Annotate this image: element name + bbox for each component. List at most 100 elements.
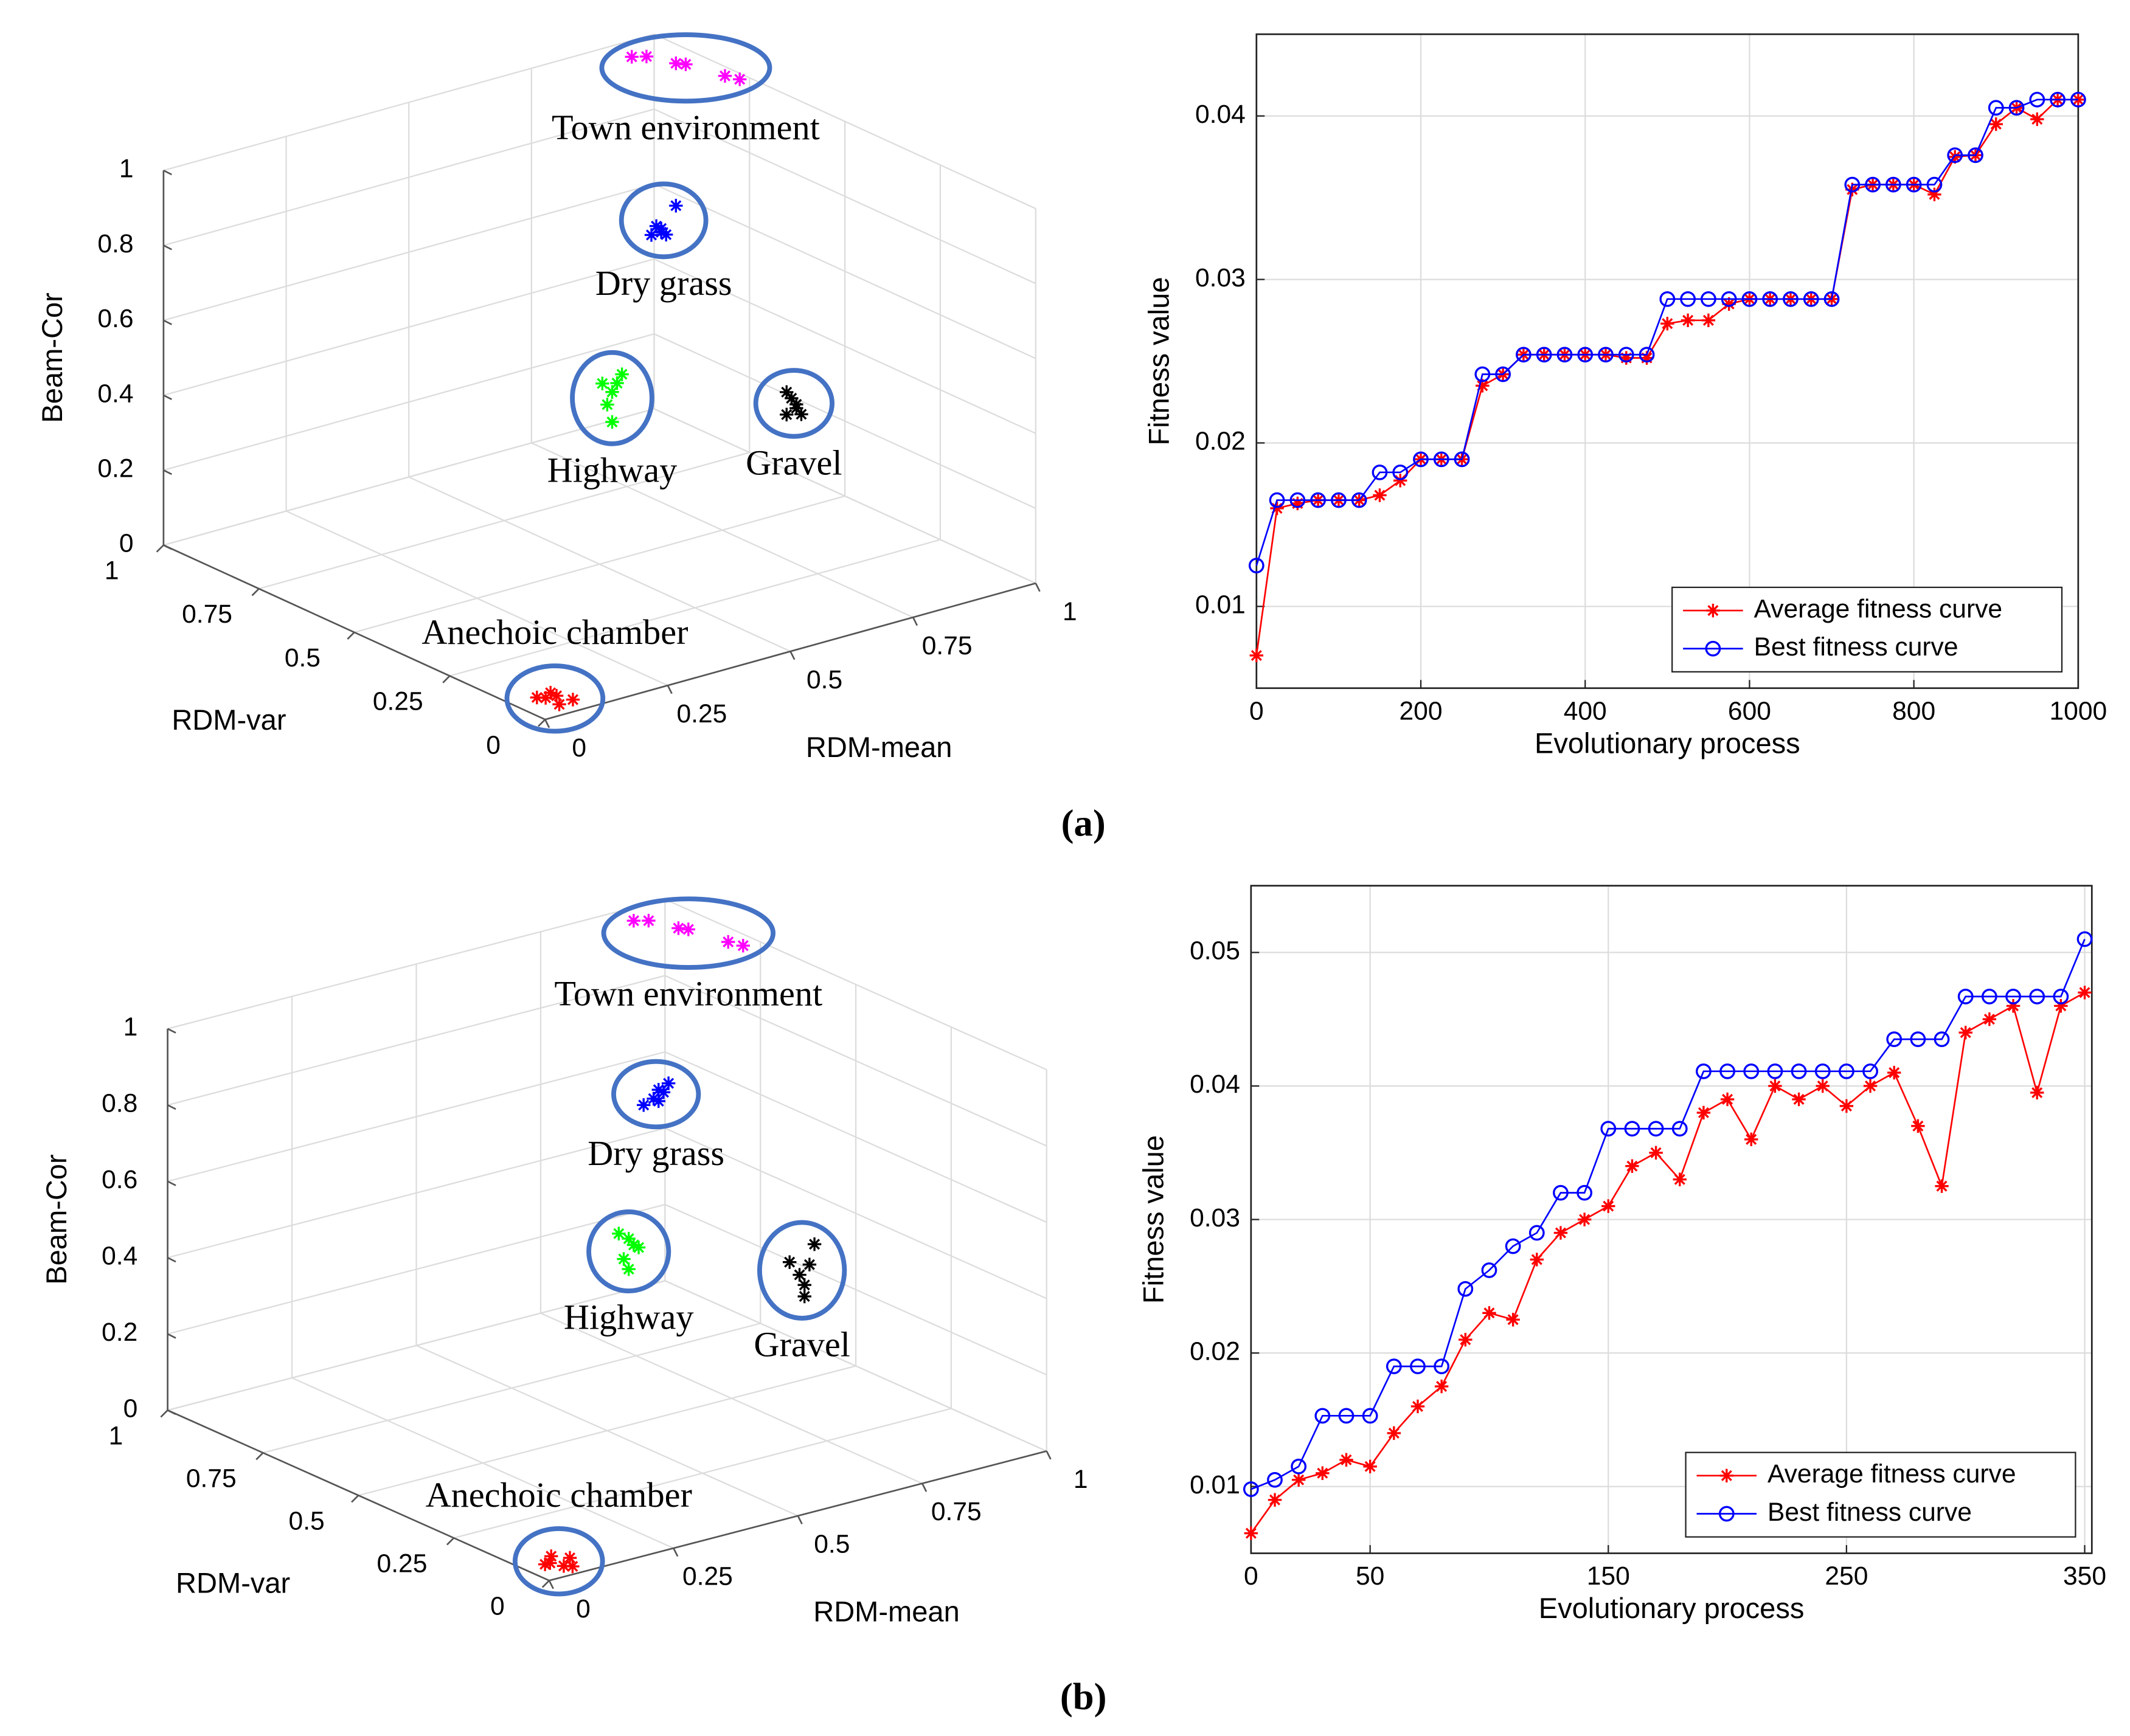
- marker: [1516, 347, 1532, 363]
- y-tick-label: 0.02: [1190, 1337, 1240, 1366]
- y-tick-label: 0.04: [1190, 1070, 1240, 1099]
- cluster-outline: [601, 896, 775, 970]
- marker: [1291, 496, 1305, 511]
- point: [625, 50, 639, 64]
- x-tick-label: 250: [1825, 1561, 1868, 1591]
- marker: [1768, 1079, 1782, 1093]
- cluster-outline: [570, 350, 654, 446]
- x-tick-label: 0.75: [922, 631, 973, 660]
- cluster-label: Gravel: [754, 1325, 850, 1364]
- legend-label: Best fitness curve: [1767, 1498, 1972, 1527]
- y-tick-label: 0.04: [1195, 100, 1246, 129]
- tick-mark: [1035, 583, 1041, 592]
- y-axis-label: Fitness value: [1142, 277, 1174, 445]
- tick-mark: [251, 588, 260, 597]
- grid-line: [664, 1127, 1047, 1299]
- point: [637, 1098, 651, 1112]
- marker: [1927, 187, 1941, 201]
- marker: [1601, 1199, 1615, 1213]
- tick-mark: [789, 651, 796, 660]
- marker: [1911, 1119, 1925, 1133]
- tick-mark: [446, 1537, 455, 1546]
- marker: [2070, 91, 2086, 108]
- y-tick-label: 0.25: [373, 687, 423, 716]
- marker: [1767, 1063, 1783, 1079]
- legend-box: [1671, 586, 2063, 673]
- marker: [1577, 347, 1594, 363]
- marker: [1598, 347, 1614, 363]
- cluster-outline: [619, 181, 709, 260]
- marker: [1363, 1459, 1377, 1473]
- marker: [1887, 1065, 1901, 1080]
- marker: [1673, 1172, 1687, 1186]
- marker: [1505, 1238, 1521, 1254]
- marker: [1862, 1063, 1878, 1079]
- marker: [1386, 1358, 1402, 1374]
- x-tick-label: 0: [1249, 696, 1264, 725]
- marker: [2078, 986, 2092, 1000]
- grid-line: [654, 408, 1036, 584]
- marker: [1316, 1466, 1330, 1480]
- marker: [1700, 291, 1716, 307]
- x-tick-label: 0.75: [931, 1497, 982, 1526]
- marker: [1372, 464, 1388, 480]
- marker: [1530, 1253, 1544, 1267]
- marker: [1719, 1063, 1735, 1079]
- x-tick-label: 0.25: [676, 699, 727, 728]
- marker: [1744, 1132, 1758, 1147]
- tick-mark: [797, 1515, 803, 1524]
- grid-line: [654, 33, 1036, 210]
- cluster-label: Gravel: [746, 443, 842, 482]
- grid-line: [664, 1203, 1047, 1376]
- z-tick-label: 0.2: [97, 454, 133, 483]
- marker: [1886, 1031, 1903, 1048]
- marker: [1722, 297, 1736, 311]
- point: [530, 690, 544, 705]
- z-tick-label: 0: [123, 1394, 138, 1423]
- z-tick-label: 0.8: [102, 1089, 137, 1118]
- z-tick-label: 1: [123, 1012, 138, 1042]
- grid-line: [664, 1051, 1047, 1223]
- marker: [1649, 1146, 1663, 1160]
- cluster-outline: [504, 663, 606, 734]
- marker: [1248, 558, 1264, 573]
- cluster-outline: [599, 32, 772, 104]
- point: [789, 401, 803, 415]
- marker: [1600, 1121, 1617, 1137]
- x-tick-label: 50: [1356, 1561, 1384, 1591]
- marker: [1947, 147, 1963, 164]
- grid-line: [453, 1408, 952, 1539]
- y-tick-label: 0.03: [1190, 1203, 1240, 1233]
- marker: [1816, 1079, 1830, 1093]
- y-axis-label: RDM-var: [172, 704, 286, 736]
- grid-line: [167, 898, 665, 1029]
- marker: [1506, 1313, 1520, 1327]
- point: [612, 1226, 626, 1240]
- marker: [1434, 1379, 1449, 1394]
- point: [610, 376, 624, 390]
- marker: [1556, 347, 1573, 363]
- plot-frame: [1255, 33, 2080, 690]
- tick-mark: [167, 1257, 176, 1263]
- tick-mark: [156, 544, 164, 553]
- point: [566, 693, 580, 707]
- point: [622, 1262, 636, 1276]
- marker: [1721, 291, 1737, 307]
- tick-mark: [163, 244, 172, 251]
- x-tick-label: 0: [572, 733, 586, 763]
- marker: [1982, 1012, 1997, 1026]
- cluster-outline: [512, 1526, 605, 1597]
- legend-marker: [1706, 603, 1720, 618]
- marker: [2005, 988, 2021, 1005]
- point: [566, 1559, 580, 1574]
- grid-line: [163, 183, 654, 321]
- marker: [1434, 1358, 1450, 1374]
- y-tick-label: 1: [105, 556, 119, 586]
- legend-marker: [1718, 1506, 1735, 1522]
- marker: [1577, 1184, 1592, 1201]
- cluster-outline: [757, 1220, 847, 1321]
- marker: [1910, 1031, 1926, 1048]
- marker: [1270, 501, 1284, 516]
- point: [721, 935, 735, 949]
- grid-line: [258, 452, 750, 590]
